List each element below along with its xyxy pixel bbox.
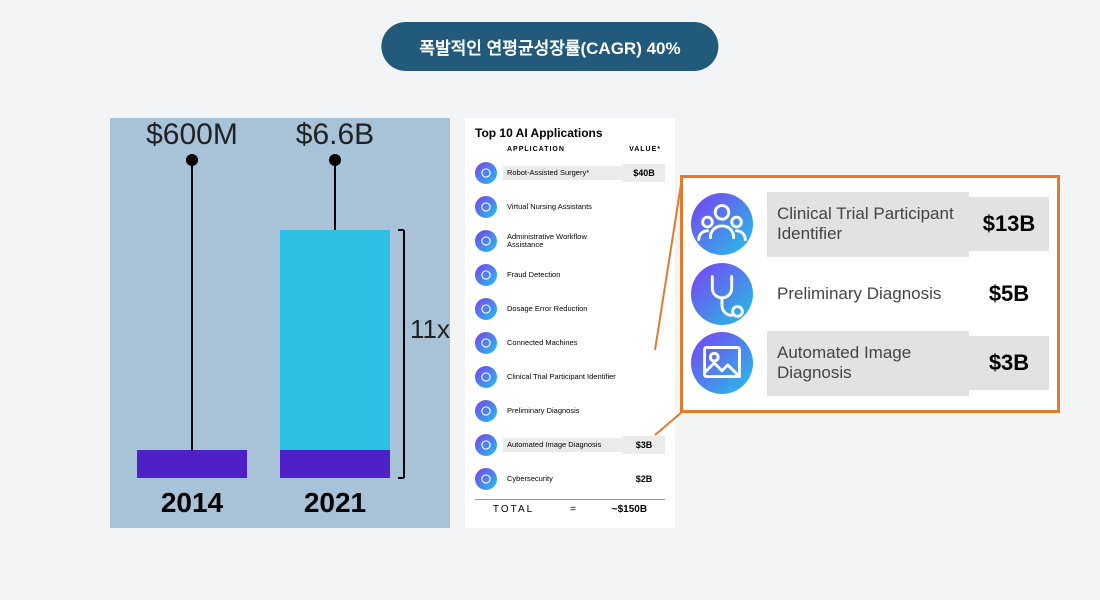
top10-row-name: Preliminary Diagnosis (503, 404, 623, 418)
top10-row: Administrative Workflow Assistance (475, 225, 665, 257)
top10-header-application: APPLICATION (507, 146, 565, 153)
top10-row-name: Virtual Nursing Assistants (503, 200, 623, 214)
top10-row-value: $40B (623, 164, 665, 182)
callout-row-value: $3B (969, 336, 1049, 390)
top10-row-icon (475, 434, 497, 456)
callout-row-icon (691, 193, 753, 255)
top10-row-name: Fraud Detection (503, 268, 623, 282)
top10-row: Connected Machines (475, 327, 665, 359)
callout-row: Preliminary Diagnosis$5B (691, 263, 1049, 325)
callout-row: Clinical Trial Participant Identifier$13… (691, 192, 1049, 257)
cagr-pill: 폭발적인 연평균성장률(CAGR) 40% (381, 22, 718, 71)
top10-row: Robot-Assisted Surgery*$40B (475, 157, 665, 189)
bar-value-label: $6.6B (296, 118, 374, 151)
top10-row: Cybersecurity$2B (475, 463, 665, 495)
top10-row-icon (475, 196, 497, 218)
callout-row-name: Clinical Trial Participant Identifier (767, 192, 969, 257)
total-value: ~$150B (612, 504, 647, 515)
top10-row-icon (475, 162, 497, 184)
top10-row-name: Dosage Error Reduction (503, 302, 623, 316)
callout-row: Automated Image Diagnosis$3B (691, 331, 1049, 396)
top10-header-value: VALUE* (629, 146, 661, 153)
top10-row-value: $2B (623, 474, 665, 484)
bar-year-label: 2021 (304, 487, 366, 518)
multiplier-label: 11x (410, 314, 450, 344)
callout-row-name: Automated Image Diagnosis (767, 331, 969, 396)
total-label: TOTAL (493, 504, 534, 515)
callout-row-icon (691, 263, 753, 325)
total-equals: = (570, 504, 576, 515)
top10-row-icon (475, 400, 497, 422)
top10-row-icon (475, 366, 497, 388)
top10-title: Top 10 AI Applications (475, 126, 665, 140)
top10-row: Clinical Trial Participant Identifier (475, 361, 665, 393)
top10-row: Dosage Error Reduction (475, 293, 665, 325)
bar-segment (280, 450, 390, 478)
top10-row-icon (475, 468, 497, 490)
bar-value-label: $600M (146, 118, 238, 151)
pin-head (329, 154, 341, 166)
top10-row-name: Cybersecurity (503, 472, 623, 486)
growth-bar-chart: $600M 2014 $6.6B 2021 11x (110, 118, 450, 528)
top10-row-name: Automated Image Diagnosis (503, 438, 623, 452)
top10-row-icon (475, 230, 497, 252)
top10-row-icon (475, 332, 497, 354)
top10-header: APPLICATION VALUE* (475, 146, 665, 153)
top10-row-icon (475, 264, 497, 286)
top10-list-panel: Top 10 AI Applications APPLICATION VALUE… (465, 118, 675, 528)
callout-row-value: $5B (969, 267, 1049, 321)
top10-row-value: $3B (623, 436, 665, 454)
callout-row-name: Preliminary Diagnosis (767, 272, 969, 316)
top10-row: Fraud Detection (475, 259, 665, 291)
top10-row-icon (475, 298, 497, 320)
top10-row: Virtual Nursing Assistants (475, 191, 665, 223)
multiplier-bracket (398, 230, 404, 478)
callout-row-value: $13B (969, 197, 1049, 251)
pin-head (186, 154, 198, 166)
zoom-callout: Clinical Trial Participant Identifier$13… (680, 175, 1060, 413)
callout-row-icon (691, 332, 753, 394)
top10-row-name: Administrative Workflow Assistance (503, 230, 623, 253)
top10-row-name: Robot-Assisted Surgery* (503, 166, 623, 180)
bar-year-label: 2014 (161, 487, 224, 518)
bar-segment (137, 450, 247, 478)
top10-row: Preliminary Diagnosis (475, 395, 665, 427)
top10-row: Automated Image Diagnosis$3B (475, 429, 665, 461)
top10-row-name: Connected Machines (503, 336, 623, 350)
bar-segment (280, 230, 390, 450)
bar-chart-svg: $600M 2014 $6.6B 2021 11x (110, 118, 450, 528)
top10-row-name: Clinical Trial Participant Identifier (503, 370, 623, 384)
top10-total-row: TOTAL = ~$150B (475, 499, 665, 515)
